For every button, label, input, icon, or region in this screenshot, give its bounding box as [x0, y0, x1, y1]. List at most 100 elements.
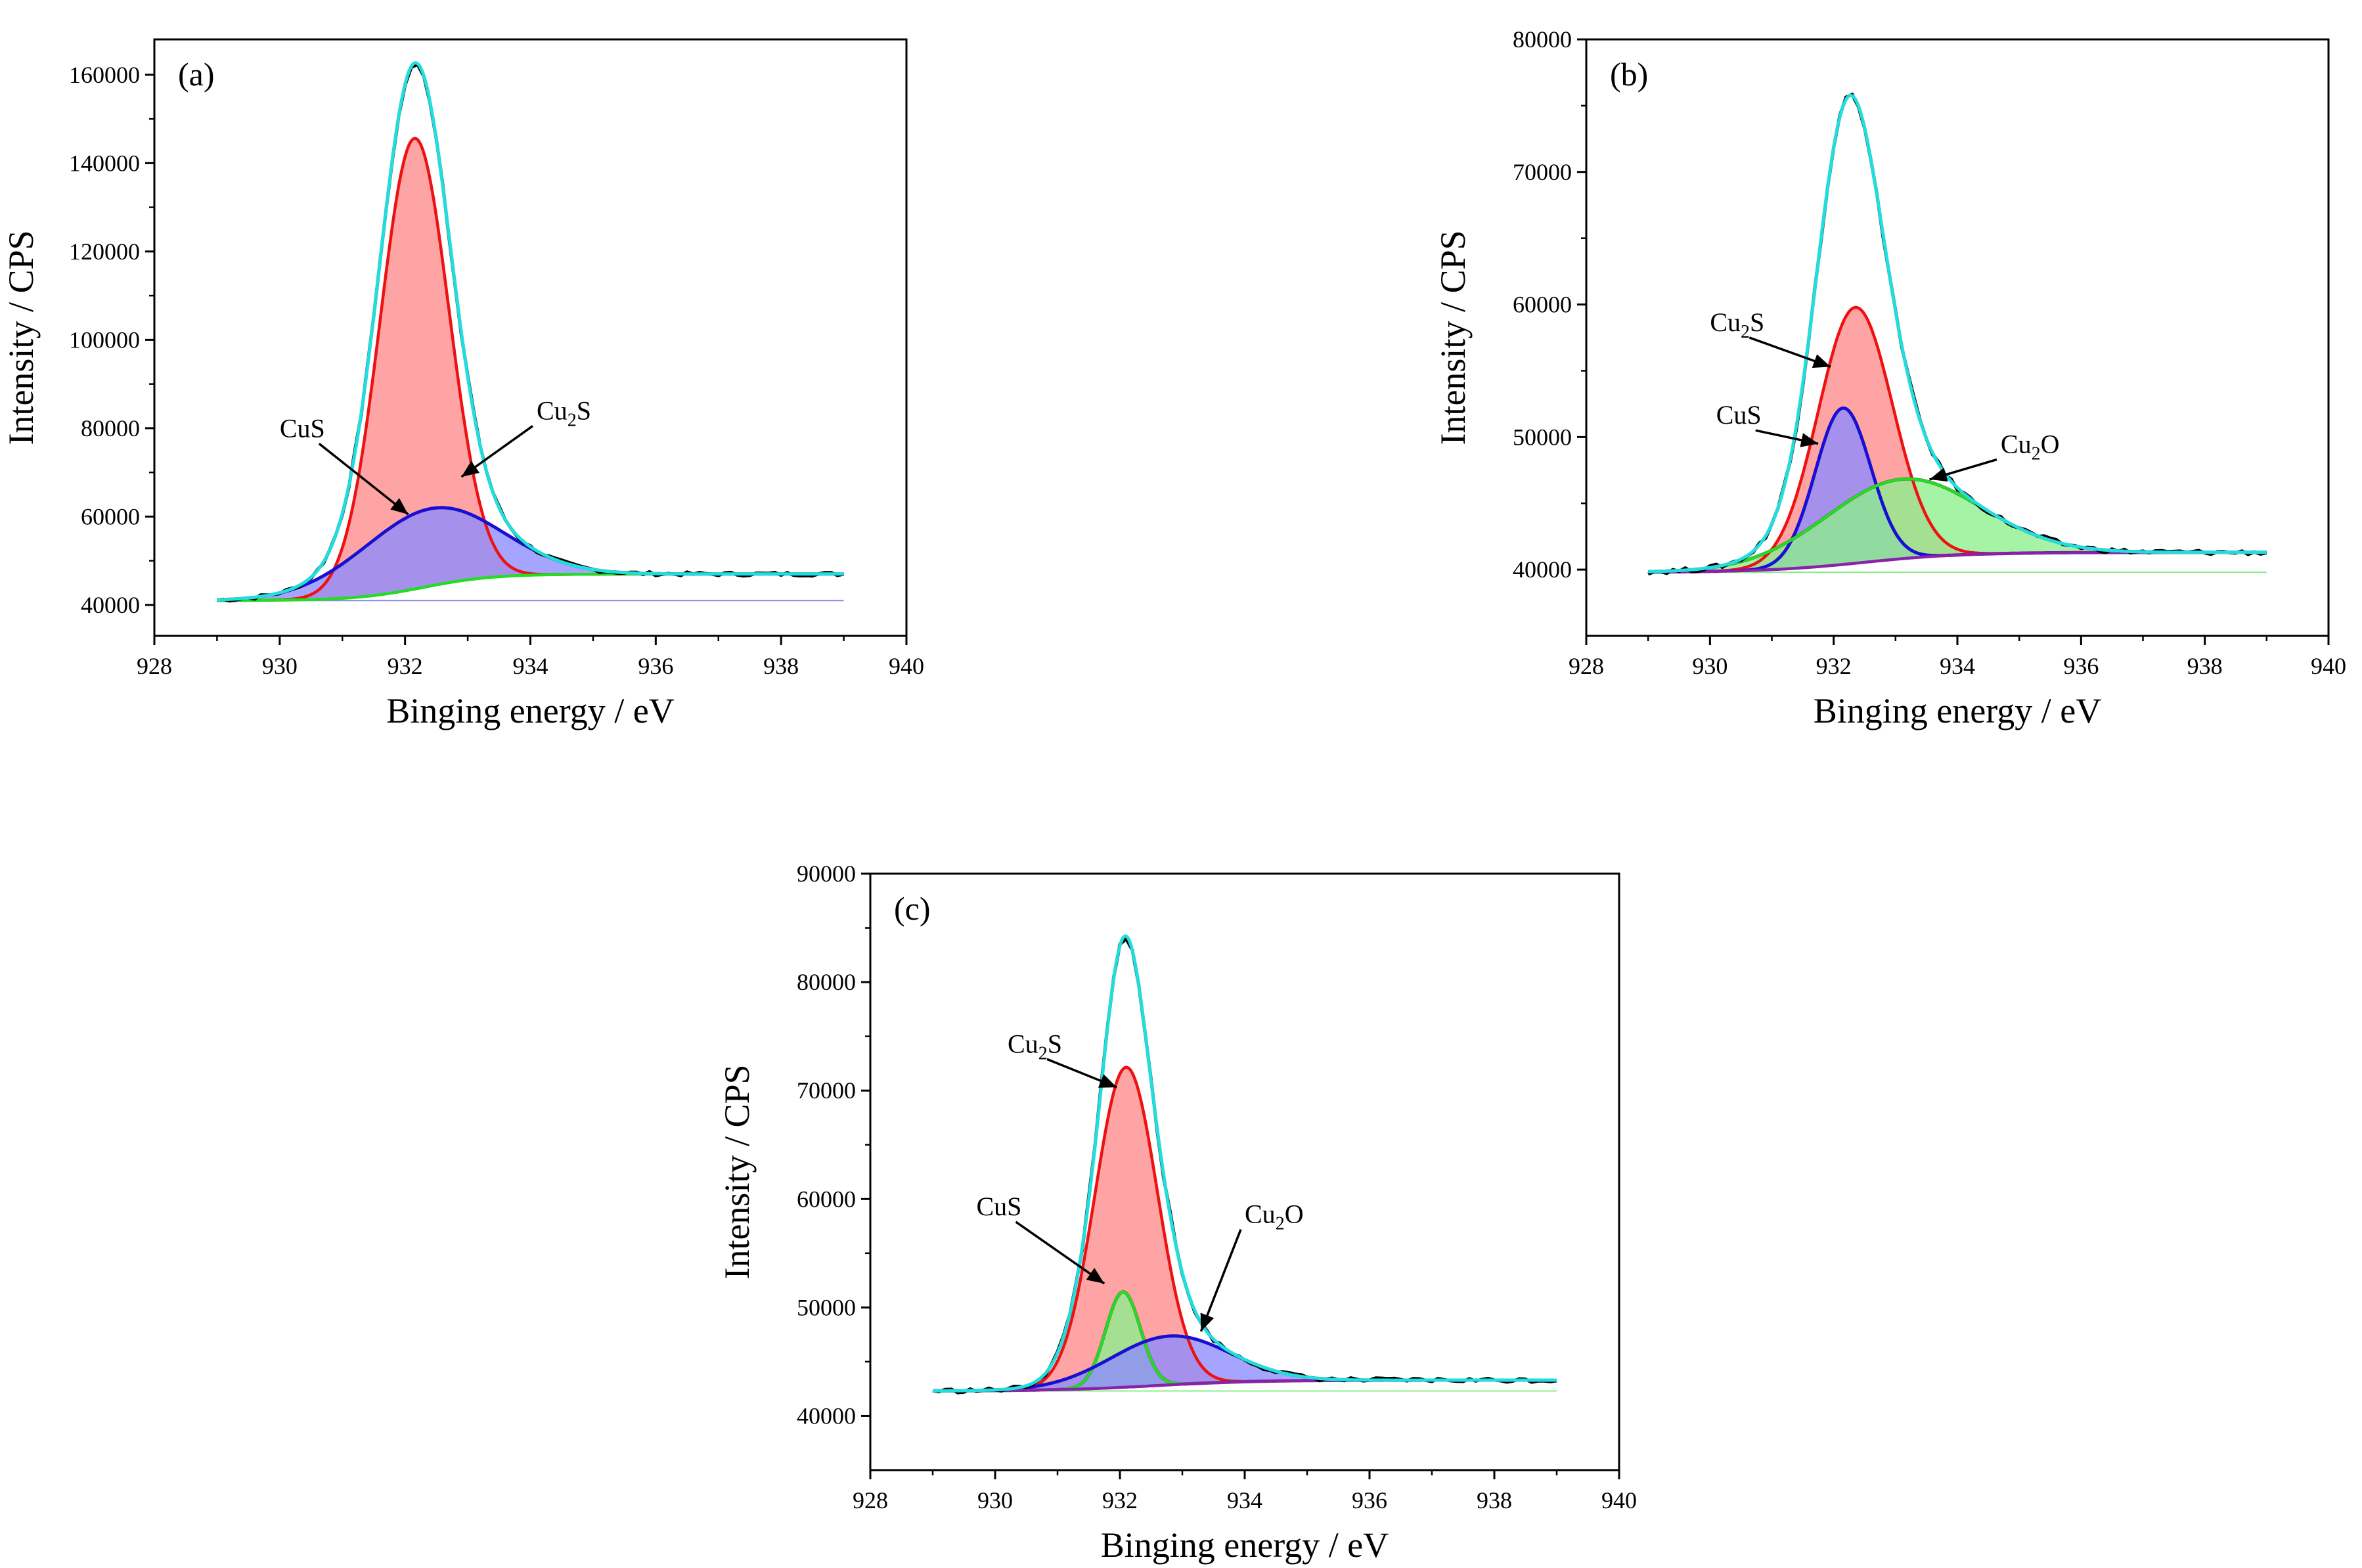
raw-data-line: [217, 62, 845, 603]
x-tick-label: 934: [513, 653, 548, 679]
x-tick-label: 940: [889, 653, 924, 679]
x-tick-label: 940: [2311, 653, 2346, 679]
annotation-text-main: Cu: [1245, 1199, 1276, 1229]
y-axis-title: Intensity / CPS: [1433, 230, 1473, 445]
annotation-cu2s: Cu2S: [537, 395, 591, 430]
x-tick-label: 930: [977, 1487, 1013, 1513]
envelope-line: [217, 61, 844, 602]
annotation-text-main: Cu: [1008, 1029, 1038, 1058]
x-axis-title: Binging energy / eV: [386, 691, 674, 730]
y-tick-label: 90000: [797, 861, 856, 887]
annotation-text-main: CuS: [1716, 400, 1762, 430]
annotation-text-tail: S: [1750, 307, 1764, 337]
peak-fill-cus: [217, 507, 844, 601]
x-tick-label: 928: [137, 653, 172, 679]
panel-c: 928 930 932 934 936 938 940 40000 50000 60000 7000…: [717, 861, 1637, 1565]
y-tick-label: 80000: [797, 969, 856, 995]
y-tick-label: 40000: [81, 592, 140, 618]
y-tick-label: 140000: [69, 150, 140, 176]
peak-fill-cu2s: [217, 138, 844, 601]
annotation-text-main: Cu: [537, 395, 568, 425]
y-tick-label: 50000: [1513, 424, 1572, 450]
y-tick-label: 160000: [69, 62, 140, 88]
annotation-text-tail: O: [1285, 1199, 1304, 1229]
annotation-arrow-head: [390, 498, 409, 515]
annotation-subscript: 2: [2032, 444, 2041, 464]
x-tick-label: 928: [1569, 653, 1604, 679]
panel-label: (a): [178, 56, 215, 93]
y-tick-label: 40000: [1513, 556, 1572, 583]
x-tick-label: 932: [1816, 653, 1852, 679]
x-tick-label: 932: [388, 653, 423, 679]
x-axis-title: Binging energy / eV: [1814, 691, 2101, 730]
annotation-text-main: CuS: [977, 1192, 1022, 1221]
y-tick-label: 70000: [1513, 159, 1572, 185]
y-tick-label: 60000: [797, 1186, 856, 1212]
y-tick-label: 60000: [1513, 292, 1572, 318]
annotation-text-main: CuS: [280, 413, 325, 443]
annotation-text-tail: S: [1048, 1029, 1062, 1058]
annotation-cu2s: Cu2S: [1710, 307, 1764, 342]
annotation-cus: CuS: [977, 1192, 1022, 1221]
x-axis-title: Binging energy / eV: [1101, 1525, 1389, 1565]
y-axis-title: Intensity / CPS: [1, 230, 41, 445]
annotation-arrow-head: [1929, 467, 1948, 482]
annotation-subscript: 2: [568, 410, 577, 430]
annotation-text-main: Cu: [2001, 430, 2032, 459]
annotation-arrow-head: [1812, 354, 1831, 368]
annotation-arrow-head: [1086, 1268, 1105, 1284]
annotation-cu2s: Cu2S: [1008, 1029, 1062, 1064]
annotation-arrow-head: [461, 460, 480, 477]
panel-label: (b): [1610, 56, 1648, 93]
annotation-arrow-line: [1015, 1221, 1105, 1285]
x-tick-label: 938: [763, 653, 799, 679]
peak-fill-cu2o: [1648, 479, 2267, 572]
annotation-subscript: 2: [1276, 1214, 1285, 1234]
x-tick-label: 930: [1692, 653, 1727, 679]
panel-label: (c): [894, 890, 931, 927]
annotation-cus: CuS: [1716, 400, 1762, 430]
y-tick-label: 60000: [81, 503, 140, 529]
x-tick-label: 928: [853, 1487, 888, 1513]
y-tick-label: 50000: [797, 1294, 856, 1320]
y-tick-label: 120000: [69, 238, 140, 265]
x-tick-label: 932: [1102, 1487, 1138, 1513]
annotation-text-tail: S: [577, 395, 591, 425]
annotation-arrow-head: [1200, 1312, 1214, 1332]
x-tick-label: 936: [638, 653, 673, 679]
annotation-arrow-line: [1199, 1228, 1242, 1332]
peak-fill-cu2s: [933, 1067, 1557, 1391]
x-tick-label: 938: [1477, 1487, 1512, 1513]
annotation-arrow-line: [318, 442, 409, 516]
annotation-cu2o: Cu2O: [1245, 1199, 1304, 1234]
annotation-arrow-head: [1098, 1074, 1117, 1088]
panel-a: 928 930 932 934 936 938 940 40000 60000 80000 1000…: [1, 38, 924, 730]
x-tick-label: 938: [2187, 653, 2223, 679]
peak-fill-cu2s: [1648, 307, 2267, 572]
annotation-text-main: Cu: [1710, 307, 1741, 337]
envelope-line: [933, 934, 1557, 1393]
raw-data-line: [932, 936, 1557, 1395]
annotation-subscript: 2: [1741, 322, 1750, 342]
annotation-arrow-head: [1800, 433, 1819, 447]
panel-b: 928 930 932 934 936 938 940 40000 50000 60000 7000…: [1433, 26, 2346, 730]
annotation-subscript: 2: [1038, 1043, 1048, 1064]
x-tick-label: 936: [2063, 653, 2099, 679]
x-tick-label: 934: [1227, 1487, 1262, 1513]
y-tick-label: 80000: [81, 415, 140, 441]
annotation-cu2o: Cu2O: [2001, 430, 2060, 464]
envelope-line: [1648, 93, 2267, 573]
x-tick-label: 934: [1940, 653, 1975, 679]
y-axis-title: Intensity / CPS: [717, 1064, 757, 1279]
x-tick-label: 930: [262, 653, 298, 679]
x-tick-label: 936: [1352, 1487, 1387, 1513]
x-tick-label: 940: [1601, 1487, 1637, 1513]
y-tick-label: 80000: [1513, 26, 1572, 53]
y-tick-label: 70000: [797, 1077, 856, 1104]
annotation-text-tail: O: [2041, 430, 2060, 459]
y-tick-label: 40000: [797, 1402, 856, 1429]
peak-line-cu2s: [217, 137, 844, 602]
annotation-cus: CuS: [280, 413, 325, 443]
y-tick-label: 100000: [69, 326, 140, 353]
